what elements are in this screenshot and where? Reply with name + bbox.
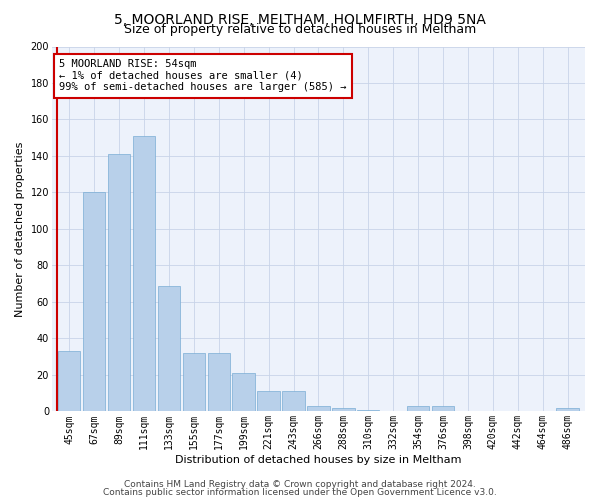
Bar [407,406,429,411]
Bar [556,408,579,412]
Bar [307,406,329,411]
Bar [208,353,230,412]
Text: Size of property relative to detached houses in Meltham: Size of property relative to detached ho… [124,22,476,36]
Bar [357,410,379,412]
Bar [257,392,280,411]
Bar [232,373,255,412]
Text: 5, MOORLAND RISE, MELTHAM, HOLMFIRTH, HD9 5NA: 5, MOORLAND RISE, MELTHAM, HOLMFIRTH, HD… [114,12,486,26]
Bar [158,286,180,412]
Bar [432,406,454,411]
Text: Contains public sector information licensed under the Open Government Licence v3: Contains public sector information licen… [103,488,497,497]
Bar [83,192,106,412]
Bar [182,353,205,412]
X-axis label: Distribution of detached houses by size in Meltham: Distribution of detached houses by size … [175,455,461,465]
Bar [58,351,80,412]
Bar [332,408,355,412]
Bar [108,154,130,411]
Bar [282,392,305,411]
Text: Contains HM Land Registry data © Crown copyright and database right 2024.: Contains HM Land Registry data © Crown c… [124,480,476,489]
Bar [133,136,155,411]
Text: 5 MOORLAND RISE: 54sqm
← 1% of detached houses are smaller (4)
99% of semi-detac: 5 MOORLAND RISE: 54sqm ← 1% of detached … [59,60,347,92]
Y-axis label: Number of detached properties: Number of detached properties [15,142,25,316]
